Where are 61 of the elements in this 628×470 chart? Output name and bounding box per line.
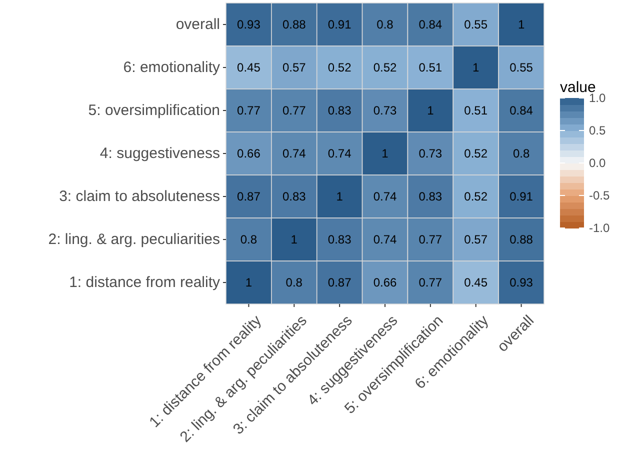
data-label: 0.66: [237, 146, 261, 160]
data-label: 1: [427, 104, 434, 118]
data-label: 0.51: [418, 60, 442, 74]
y-tick-label: 5: oversimplification: [88, 102, 220, 119]
data-label: 0.77: [418, 276, 442, 290]
data-label: 0.45: [237, 60, 261, 74]
data-label: 0.52: [464, 190, 488, 204]
data-label: 0.74: [328, 146, 352, 160]
data-label: 0.52: [373, 60, 397, 74]
y-tick-label: 4: suggestiveness: [100, 145, 220, 162]
data-label: 0.55: [510, 60, 534, 74]
data-label: 0.77: [418, 232, 442, 246]
data-label: 0.83: [418, 190, 442, 204]
data-label: 0.93: [237, 18, 261, 32]
data-label: 0.88: [510, 232, 534, 246]
data-label: 0.8: [240, 232, 258, 246]
data-label: 0.45: [464, 276, 488, 290]
color-bar-label: 0.5: [589, 124, 606, 138]
data-label: 0.87: [237, 190, 261, 204]
color-bar-label: 1.0: [589, 91, 606, 105]
data-label: 0.8: [376, 18, 394, 32]
data-label: 0.83: [328, 232, 352, 246]
data-label: 0.88: [282, 18, 306, 32]
y-tick-label: 3: claim to absoluteness: [59, 188, 220, 205]
data-label: 0.74: [373, 232, 397, 246]
data-label: 0.91: [510, 190, 534, 204]
y-tick-label: 1: distance from reality: [69, 274, 220, 291]
data-label: 0.57: [282, 60, 306, 74]
color-bar-label: -0.5: [589, 188, 610, 202]
data-label: 0.73: [418, 146, 442, 160]
data-label: 1: [472, 60, 480, 74]
data-label: 0.73: [373, 104, 397, 118]
data-label: 0.74: [373, 190, 397, 204]
data-label: 1: [290, 232, 298, 246]
data-label: 0.55: [464, 18, 488, 32]
data-label: 0.74: [282, 146, 306, 160]
data-label: 1: [382, 146, 389, 160]
data-label: 0.52: [328, 60, 352, 74]
color-bar-label: 0.0: [589, 156, 606, 170]
data-label: 0.8: [512, 146, 530, 160]
data-label: 0.57: [464, 232, 488, 246]
data-label: 0.83: [328, 104, 352, 118]
data-label: 1: [245, 276, 252, 290]
data-label: 0.83: [282, 190, 306, 204]
data-label: 0.87: [328, 276, 352, 290]
data-label: 0.84: [510, 104, 534, 118]
data-label: 0.84: [418, 18, 442, 32]
data-label: 0.52: [464, 146, 488, 160]
y-tick-label: 2: ling. & arg. peculiarities: [48, 231, 220, 248]
data-label: 0.91: [328, 18, 352, 32]
y-tick-label: overall: [176, 16, 220, 33]
data-label: 0.66: [373, 276, 397, 290]
data-label: 1: [518, 18, 525, 32]
data-label: 1: [336, 190, 344, 204]
y-tick-label: 6: emotionality: [123, 59, 220, 76]
data-label: 0.51: [464, 104, 488, 118]
color-bar-label: -1.0: [589, 221, 610, 235]
data-label: 0.8: [286, 276, 303, 290]
data-label: 0.77: [237, 104, 261, 118]
data-label: 0.93: [510, 276, 534, 290]
data-label: 0.77: [282, 104, 306, 118]
